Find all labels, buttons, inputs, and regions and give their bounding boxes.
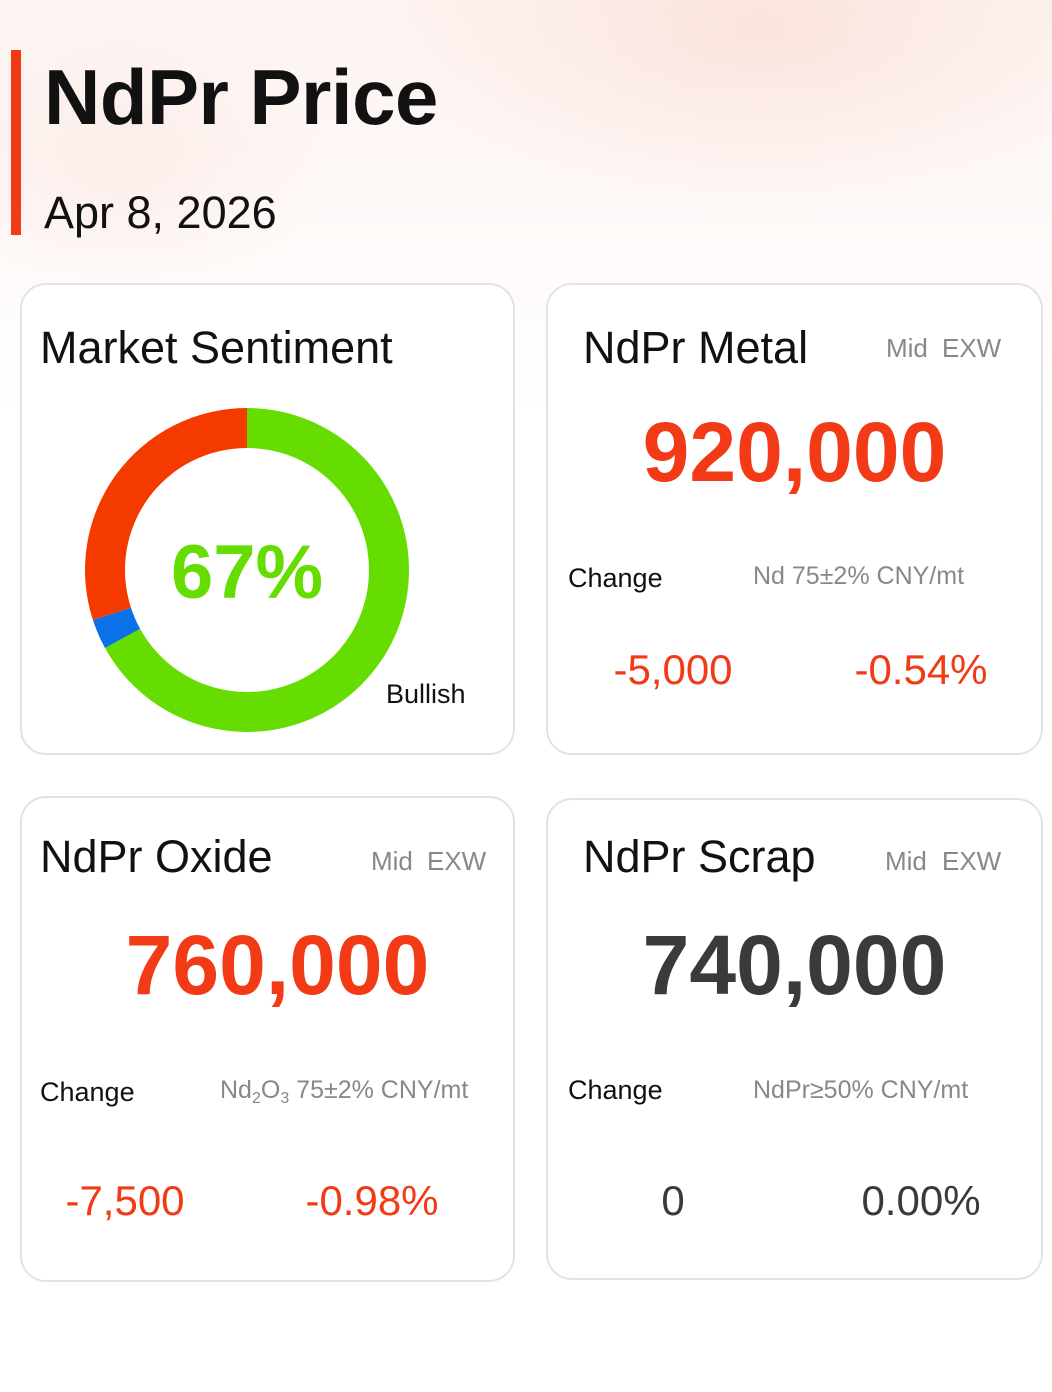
metal-change-pct: -0.54% [854,646,988,693]
oxide-spec-sub1: 2 [251,1090,261,1107]
oxide-tag-exw: EXW [427,846,487,876]
page-date: Apr 8, 2026 [44,187,277,238]
sentiment-percent: 67% [170,530,324,615]
metal-spec: Nd 75±2% CNY/mt [753,562,965,590]
metal-tag-mid: Mid [886,333,928,363]
metal-price: 920,000 [642,405,947,499]
metal-tag-exw: EXW [942,333,1002,363]
scrap-spec: NdPr≥50% CNY/mt [753,1076,969,1104]
oxide-price: 760,000 [125,918,430,1012]
oxide-spec-suffix: 75±2% CNY/mt [289,1076,469,1104]
metal-change-label: Change [568,563,663,593]
scrap-price: 740,000 [642,918,947,1012]
oxide-spec: Nd2O3 75±2% CNY/mt [220,1078,468,1107]
donut-segment-bearish [84,408,247,621]
page-title: NdPr Price [44,53,438,141]
scrap-title: NdPr Scrap [583,831,816,882]
oxide-change-abs: -7,500 [65,1177,185,1224]
scrap-tag-exw: EXW [942,846,1002,876]
scrap-change-pct: 0.00% [861,1177,981,1224]
oxide-spec-mid: O [260,1076,281,1104]
scrap-tag-mid: Mid [885,846,927,876]
ndpr-oxide-card: NdPr Oxide Mid EXW 760,000 Change Nd2O3 … [20,796,515,1282]
oxide-title: NdPr Oxide [40,831,273,882]
oxide-change-label: Change [40,1077,135,1107]
scrap-change-abs: 0 [661,1177,685,1224]
market-sentiment-card: Market Sentiment 67% Bullish [20,283,515,755]
sentiment-title: Market Sentiment [40,322,393,373]
ndpr-metal-card: NdPr Metal Mid EXW 920,000 Change Nd 75±… [546,283,1043,755]
title-accent-bar [11,50,21,235]
scrap-change-label: Change [568,1075,663,1105]
sentiment-label: Bullish [386,679,466,709]
ndpr-scrap-card: NdPr Scrap Mid EXW 740,000 Change NdPr≥5… [546,798,1043,1280]
oxide-tag-mid: Mid [371,846,413,876]
donut-segment-neutral [92,607,141,649]
oxide-change-pct: -0.98% [305,1177,439,1224]
metal-change-abs: -5,000 [613,646,733,693]
metal-title: NdPr Metal [583,322,809,373]
oxide-spec-prefix: Nd [220,1076,252,1104]
oxide-spec-sub2: 3 [280,1090,290,1107]
sentiment-donut-chart [84,408,409,732]
